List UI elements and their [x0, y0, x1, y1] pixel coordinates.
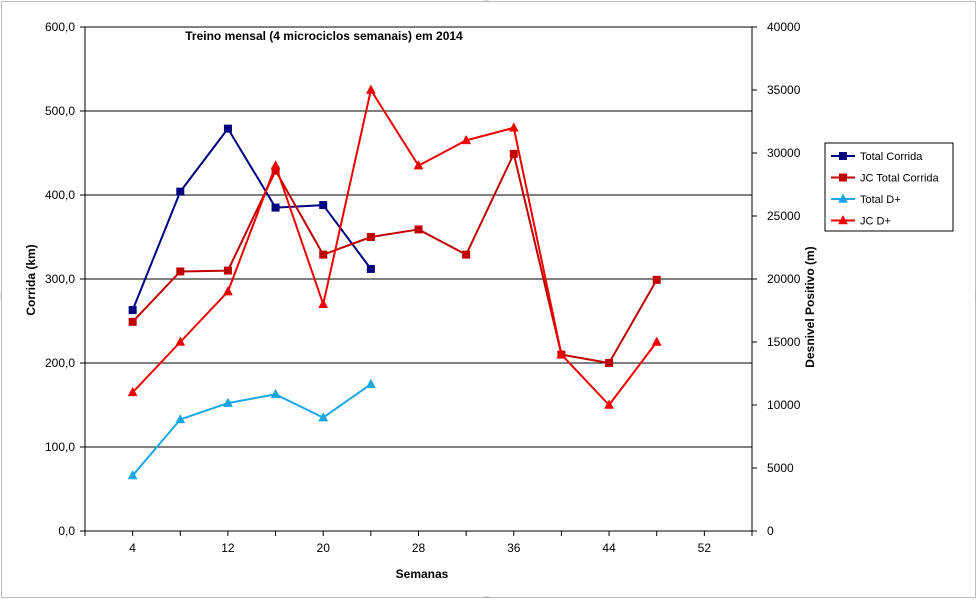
data-point [366, 233, 375, 241]
legend-entry: Total D+ [831, 193, 901, 206]
data-point [270, 388, 281, 399]
resize-handle-bottom[interactable]: ···· [483, 593, 490, 602]
gridlines [85, 26, 752, 448]
y-tick-label: 300,0 [45, 272, 75, 286]
y-tick-label: 500,0 [45, 104, 75, 118]
data-point [127, 470, 138, 480]
y2-tick-label: 15000 [767, 335, 801, 349]
legend-marker [839, 173, 847, 182]
legend-entry: JC Total Corrida [831, 173, 940, 185]
data-point [652, 275, 661, 284]
data-point [128, 317, 137, 326]
legend-label: JC Total Corrida [860, 173, 940, 185]
series-2 [127, 378, 376, 480]
y2-tick-label: 20000 [767, 272, 801, 286]
series-0 [128, 124, 375, 315]
series-1 [128, 149, 661, 367]
x-tick-label: 4 [129, 541, 136, 555]
data-point [365, 84, 376, 94]
legend-marker [838, 214, 848, 225]
data-point [604, 399, 614, 409]
legend-marker [838, 193, 848, 203]
resize-handle-right[interactable]: · · · [974, 289, 977, 304]
resize-handle-left[interactable]: ··· [0, 290, 3, 304]
x-tick-label: 12 [221, 541, 235, 555]
y2-tick-label: 0 [767, 524, 774, 538]
series-line [131, 152, 658, 364]
x-tick-label: 36 [507, 541, 521, 555]
data-point [318, 298, 329, 308]
legend-entry: JC D+ [831, 214, 891, 228]
y-tick-label: 0,0 [58, 524, 75, 538]
y2-tick-label: 35000 [767, 83, 801, 97]
y2-tick-label: 40000 [767, 20, 801, 34]
legend: Total Corrida JC Total Corrida Total D+ JC … [824, 142, 954, 232]
y2-axis-title: Desnivel Positivo (m) [803, 246, 817, 367]
data-point [176, 187, 185, 196]
x-axis-title: Semanas [396, 567, 449, 581]
data-point [413, 160, 424, 170]
series-line [131, 127, 372, 311]
data-point [605, 359, 614, 367]
data-point [128, 306, 137, 315]
data-point [318, 412, 329, 422]
data-point [651, 336, 662, 346]
data-point [175, 336, 186, 346]
series-line [131, 89, 658, 406]
data-point [319, 250, 328, 259]
data-point [462, 250, 471, 259]
y2-tick-label: 5000 [767, 461, 794, 475]
y2-tick-label: 25000 [767, 209, 801, 223]
legend-label: Total Corrida [860, 151, 923, 163]
legend-entry: Total Corrida [831, 151, 923, 163]
y-tick-label: 600,0 [45, 20, 75, 34]
data-point [414, 225, 423, 234]
data-point [461, 134, 472, 145]
data-point [556, 349, 567, 359]
data-point [509, 149, 518, 158]
data-point [223, 286, 233, 296]
y-tick-label: 100,0 [45, 440, 75, 454]
data-point [319, 201, 328, 210]
data-point [366, 264, 375, 273]
data-point [176, 267, 185, 276]
series-lines [127, 84, 662, 480]
data-point [271, 203, 280, 212]
x-tick-label: 20 [317, 541, 331, 555]
y2-tick-label: 10000 [767, 398, 801, 412]
legend-label: JC D+ [860, 216, 891, 228]
chart-title: Treino mensal (4 microciclos semanais) e… [185, 29, 463, 43]
data-point [223, 266, 232, 275]
legend-label: Total D+ [860, 194, 901, 206]
axes: 0,0 100,0 200,0 300,0 400,0 500,0 600,0 0 5000 10… [45, 20, 801, 555]
data-point [270, 160, 281, 170]
resize-handle-top[interactable]: ···· [483, 0, 490, 5]
x-tick-label: 28 [412, 541, 426, 555]
y-tick-label: 200,0 [45, 356, 75, 370]
y-tick-label: 400,0 [45, 188, 75, 202]
y2-tick-label: 30000 [767, 146, 801, 160]
x-tick-label: 44 [602, 541, 616, 555]
data-point [127, 386, 138, 397]
data-point [223, 124, 232, 133]
x-tick-label: 52 [698, 541, 712, 555]
y-axis-title: Corrida (km) [24, 244, 38, 315]
series-3 [127, 84, 662, 409]
series-line [131, 383, 372, 477]
data-point [175, 413, 186, 424]
data-point [508, 122, 519, 132]
legend-marker [839, 152, 847, 160]
data-point [365, 378, 376, 388]
data-point [223, 397, 233, 407]
